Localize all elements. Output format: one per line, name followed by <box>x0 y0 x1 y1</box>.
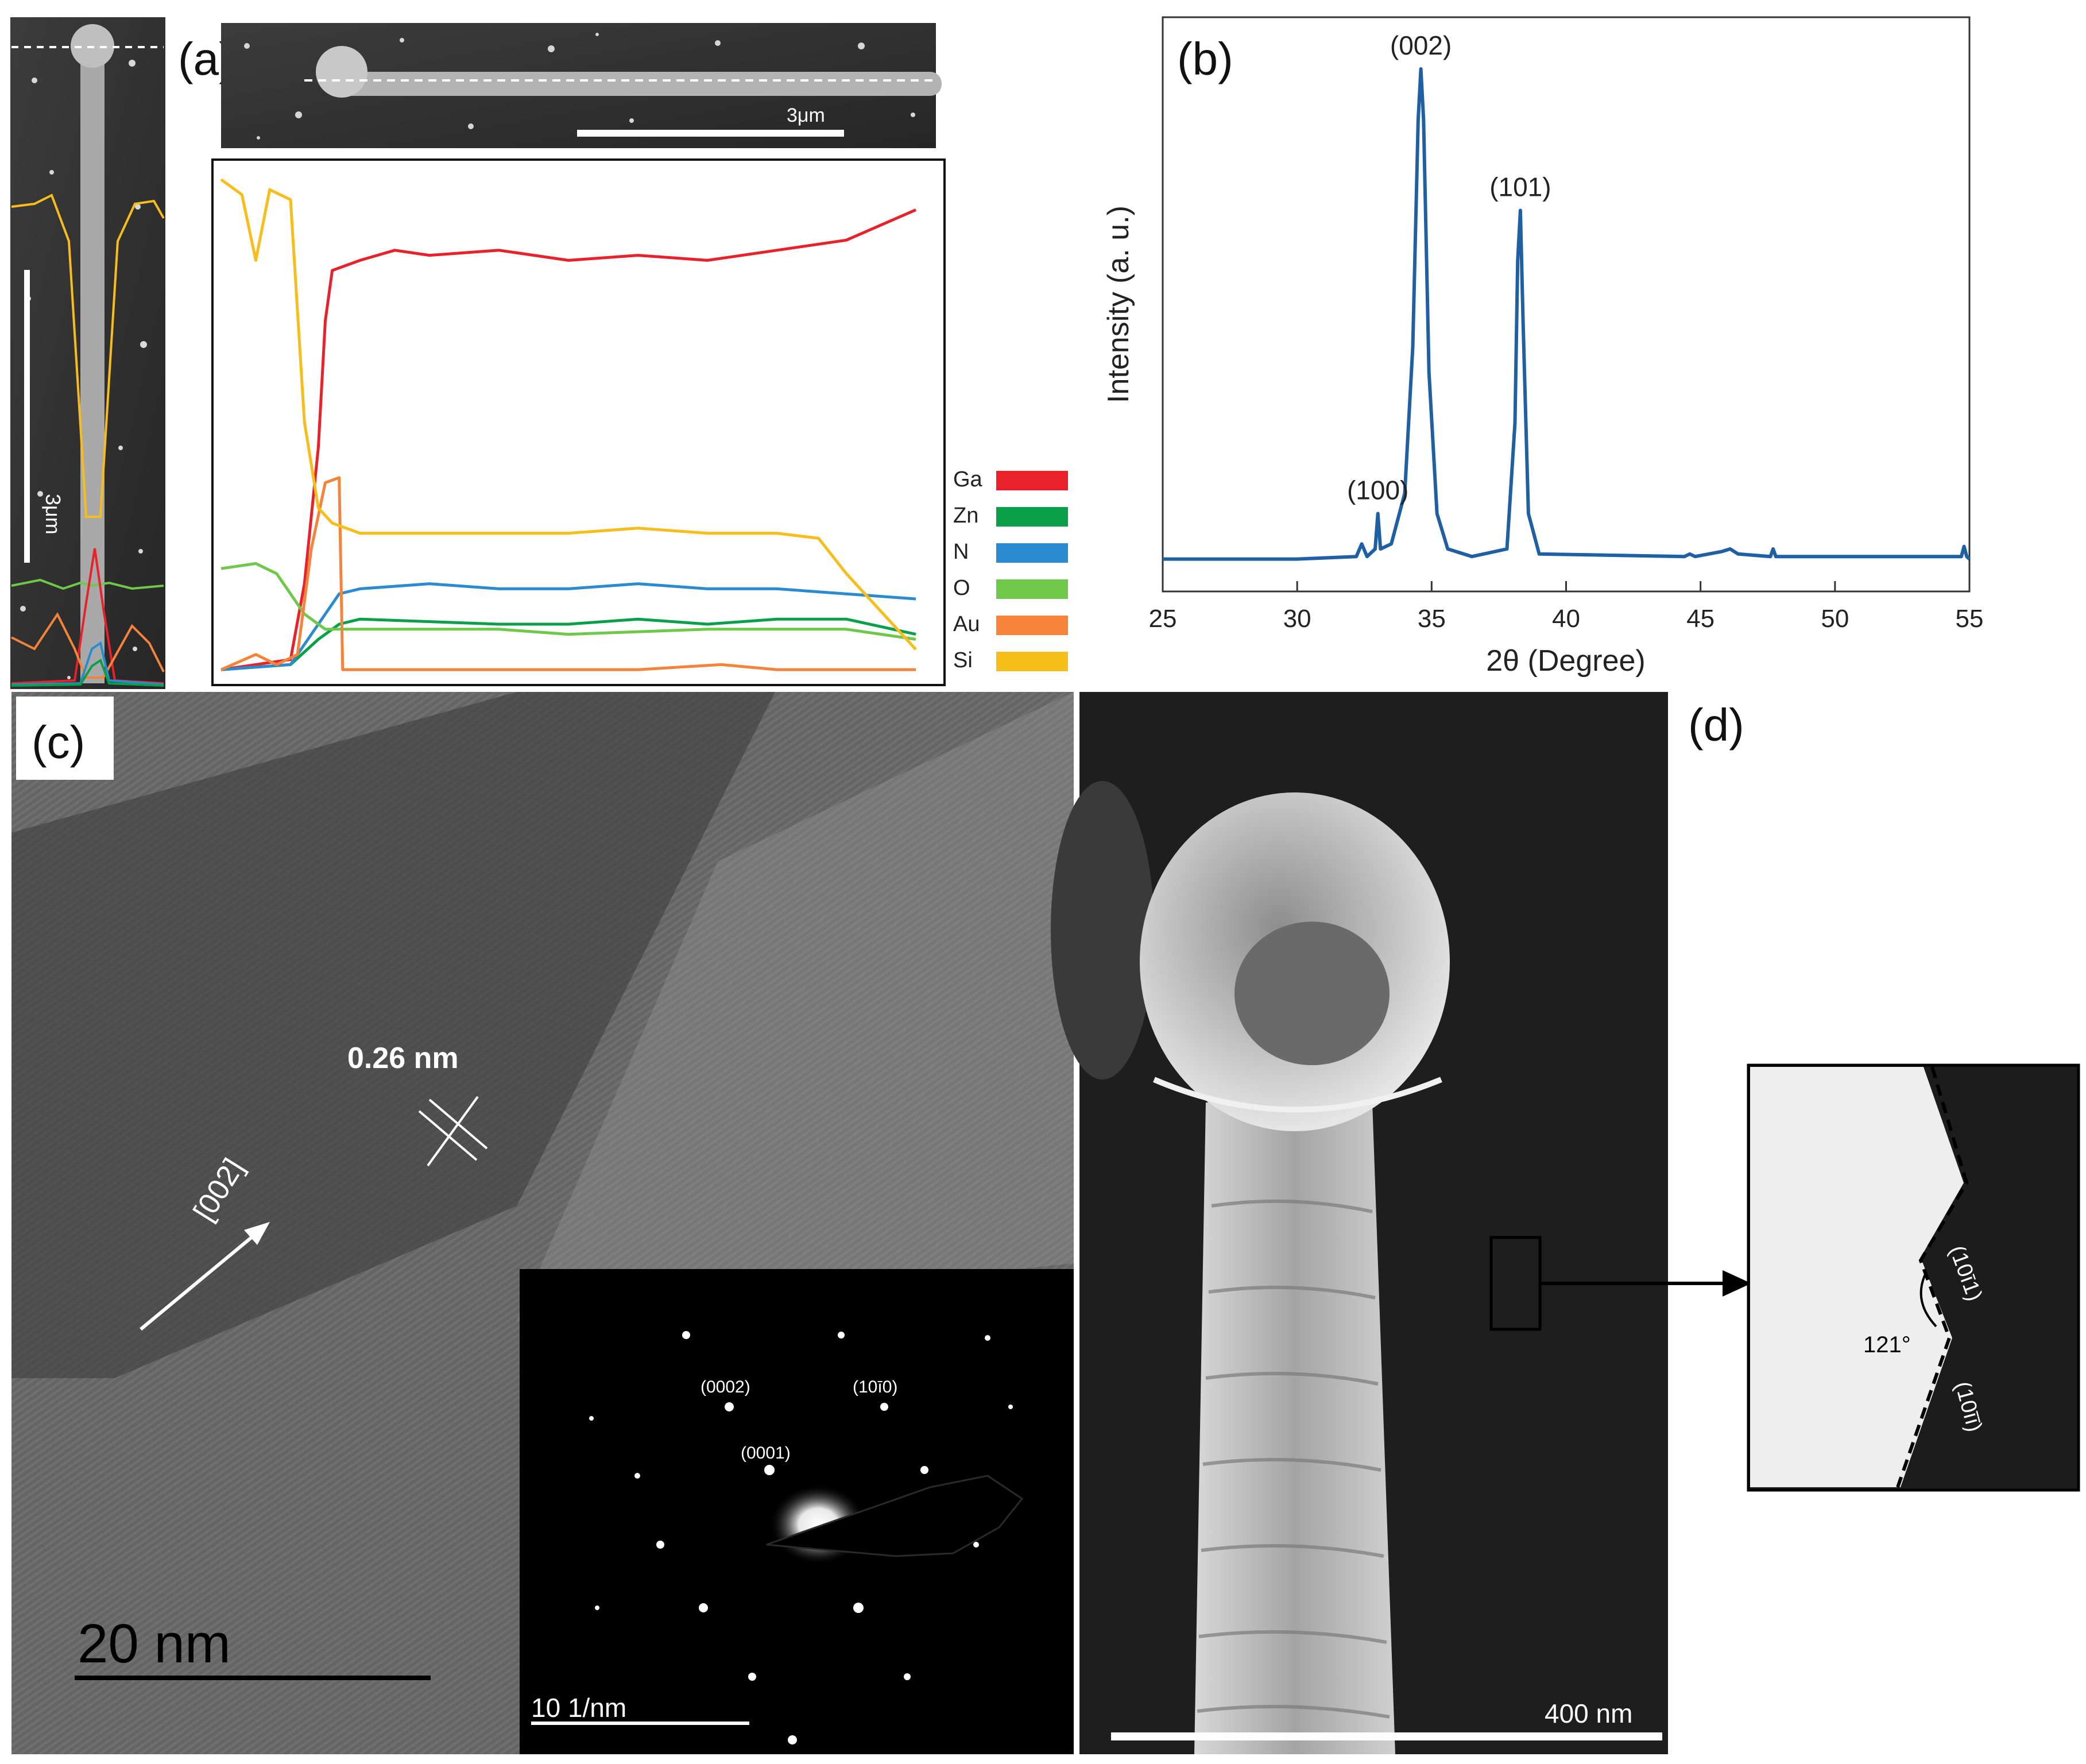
nanowire-vertical <box>80 34 105 683</box>
legend-label-o: O <box>953 576 970 600</box>
saed-spot-label-0002: (0002) <box>701 1378 750 1396</box>
nanowire-tip-horizontal <box>316 46 367 98</box>
linescan-line-ga <box>220 208 916 671</box>
facet-angle-arc <box>1919 1271 1937 1328</box>
saed-spot-label-0001: (0001) <box>741 1444 791 1463</box>
saed-spots <box>589 1331 1013 1744</box>
linescan-line-zn <box>220 617 916 671</box>
xrd-x-axis: 25 30 35 40 45 50 55 <box>1149 581 1984 633</box>
saed-scale-label: 10 1/nm <box>531 1693 626 1723</box>
lattice-spacing-label: 0.26 nm <box>347 1042 459 1075</box>
sem-scale-label: 400 nm <box>1545 1699 1632 1728</box>
legend-label-ga: Ga <box>953 467 983 492</box>
linescan-line-si <box>220 178 917 651</box>
panel-c-label-bg <box>16 697 114 780</box>
legend-swatch-zn <box>996 507 1068 527</box>
scale-label-horizontal: 3μm <box>787 105 825 126</box>
linescan-line-o <box>220 562 916 641</box>
xrd-tick-label-35: 35 <box>1418 605 1446 633</box>
legend-item-o: O <box>953 576 1068 600</box>
scale-bar-vertical <box>24 270 30 563</box>
saed-beam-stopper <box>766 1475 1024 1557</box>
legend-item-ga: Ga <box>953 467 1068 492</box>
xrd-peak-annotations: (100) (002) (101) <box>1347 30 1551 505</box>
linescan-line-au <box>220 476 916 671</box>
sem-scale-bar <box>1111 1732 1662 1740</box>
xrd-peak-label-0: (100) <box>1347 475 1408 505</box>
nanowire-head-cavity <box>1234 922 1390 1065</box>
nanowire-head-rim <box>1153 1077 1442 1113</box>
facet-outline-dashed <box>1896 1066 1969 1488</box>
legend-swatch-au <box>996 616 1068 635</box>
lattice-spacing-marker <box>418 1096 488 1167</box>
xrd-series <box>1163 67 1971 561</box>
legend-item-zn: Zn <box>953 504 1068 528</box>
xrd-tick-label-50: 50 <box>1821 605 1849 633</box>
saed-spot-label-10-10: (10ī0) <box>853 1378 897 1396</box>
sem-background-blob <box>1051 781 1154 1080</box>
nanowire-stem-texture <box>1197 1200 1390 1719</box>
legend-swatch-n <box>996 543 1068 563</box>
hrtem-light-region <box>517 692 1074 1321</box>
legend-swatch-o <box>996 579 1068 599</box>
xrd-tick-label-45: 45 <box>1686 605 1715 633</box>
hrtem-scale-bar <box>75 1676 431 1680</box>
facet-inset: 121° (10ī1) (10īī) <box>1747 1063 2080 1492</box>
linescan-legend: Ga Zn N O Au Si <box>953 467 1068 672</box>
scale-label-vertical: 3μm <box>41 494 65 535</box>
nanowire-stem <box>1194 1102 1395 1754</box>
legend-label-n: N <box>953 540 969 564</box>
xrd-peak-label-2: (101) <box>1489 172 1551 202</box>
legend-item-n: N <box>953 540 1068 564</box>
panel-c-label: (c) <box>32 717 85 768</box>
legend-swatch-ga <box>996 471 1068 490</box>
facet-inset-bright-region <box>1750 1067 1964 1487</box>
panel-d: 400 nm (d) 121° (10ī1) (10īī) <box>1051 692 2080 1754</box>
saed-inset: (0002) (10ī0) (0001) 10 1/nm <box>520 1269 1074 1754</box>
xrd-ylabel: Intensity (a. u.) <box>1102 206 1135 403</box>
xrd-xlabel: 2θ (Degree) <box>1486 644 1645 678</box>
legend-item-si: Si <box>953 648 1068 672</box>
hrtem-dark-region <box>11 692 775 1378</box>
panel-b-label: (b) <box>1177 33 1233 84</box>
xrd-plot-frame <box>1162 16 1971 593</box>
inset-pointer-arrowhead <box>1723 1270 1751 1297</box>
xrd-tick-label-25: 25 <box>1149 605 1177 633</box>
xrd-tick-label-40: 40 <box>1552 605 1580 633</box>
xrd-series-line-0 <box>1163 67 1971 561</box>
panel-c: (c) 0.26 nm [002] 20 nm (0002) <box>11 692 1074 1754</box>
legend-item-au: Au <box>953 612 1068 636</box>
legend-swatch-si <box>996 652 1068 671</box>
hrtem-scale-label: 20 nm <box>78 1613 231 1674</box>
growth-direction-arrowhead <box>244 1222 270 1245</box>
facet-angle-label: 121° <box>1863 1332 1911 1357</box>
legend-label-au: Au <box>953 612 980 636</box>
panel-b: (b) 25 30 35 40 45 50 55 (100) (002) (101) 2θ (D… <box>1102 16 1984 678</box>
scale-bar-horizontal <box>577 130 844 137</box>
growth-direction-arrow <box>140 1230 260 1331</box>
nanowire-horizontal <box>339 72 942 96</box>
saed-scale-bar <box>531 1722 749 1725</box>
linescan-plot-frame <box>211 158 946 686</box>
xrd-peak-label-1: (002) <box>1390 30 1452 60</box>
linescan-series <box>220 178 917 671</box>
legend-label-zn: Zn <box>953 504 978 528</box>
xrd-tick-label-30: 30 <box>1283 605 1311 633</box>
panel-d-label: (d) <box>1688 699 1744 751</box>
linescan-vertical-overlay <box>11 194 165 687</box>
panel-a: 3μm (a) 3μm Ga <box>10 17 1068 689</box>
xrd-tick-label-55: 55 <box>1956 605 1984 633</box>
legend-label-si: Si <box>953 648 973 672</box>
